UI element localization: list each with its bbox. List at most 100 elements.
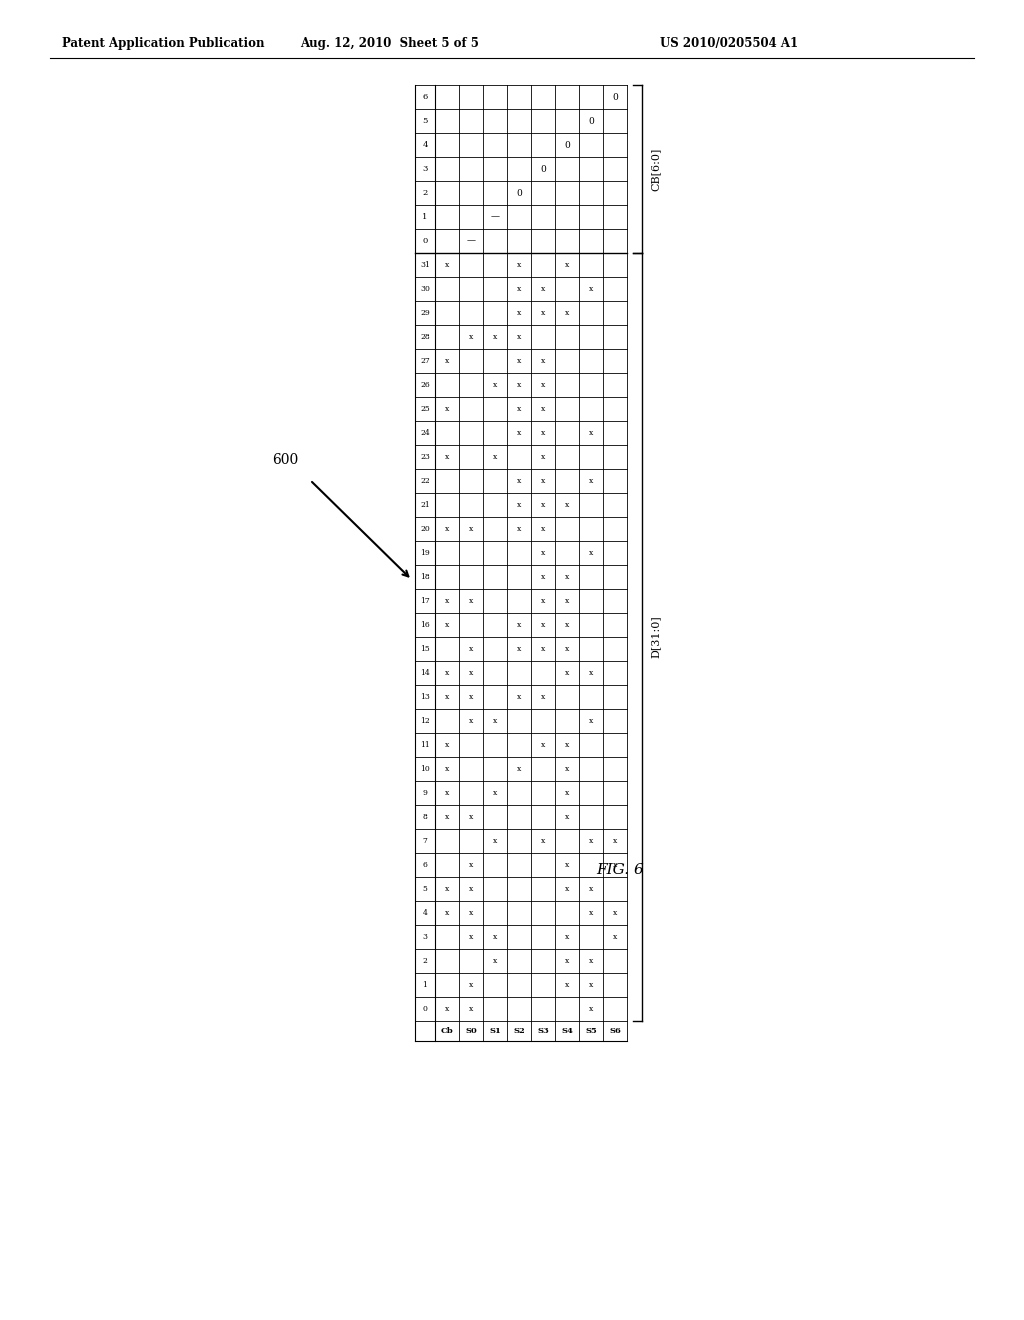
Text: 28: 28 [420, 333, 430, 341]
Text: x: x [565, 645, 569, 653]
Text: x: x [517, 693, 521, 701]
Text: 1: 1 [423, 981, 427, 989]
Text: x: x [444, 669, 450, 677]
Text: 3: 3 [422, 165, 428, 173]
Text: 9: 9 [423, 789, 427, 797]
Text: x: x [493, 837, 497, 845]
Text: FIG. 6: FIG. 6 [596, 863, 644, 876]
Text: x: x [541, 549, 545, 557]
Text: x: x [493, 957, 497, 965]
Text: x: x [589, 957, 593, 965]
Text: x: x [613, 909, 617, 917]
Text: x: x [493, 381, 497, 389]
Text: S6: S6 [609, 1027, 621, 1035]
Text: x: x [444, 261, 450, 269]
Text: x: x [541, 693, 545, 701]
Text: x: x [517, 333, 521, 341]
Text: 19: 19 [420, 549, 430, 557]
Text: x: x [613, 933, 617, 941]
Text: x: x [541, 620, 545, 630]
Text: x: x [517, 309, 521, 317]
Text: 21: 21 [420, 502, 430, 510]
Text: x: x [565, 766, 569, 774]
Text: 23: 23 [420, 453, 430, 461]
Text: 2: 2 [422, 189, 428, 197]
Text: 26: 26 [420, 381, 430, 389]
Text: x: x [469, 884, 473, 894]
Text: x: x [444, 525, 450, 533]
Text: x: x [565, 573, 569, 581]
Text: x: x [444, 909, 450, 917]
Text: 25: 25 [420, 405, 430, 413]
Text: x: x [469, 645, 473, 653]
Text: S5: S5 [585, 1027, 597, 1035]
Text: x: x [469, 909, 473, 917]
Text: 14: 14 [420, 669, 430, 677]
Text: x: x [589, 837, 593, 845]
Text: x: x [565, 813, 569, 821]
Text: 10: 10 [420, 766, 430, 774]
Text: x: x [444, 597, 450, 605]
Text: x: x [444, 813, 450, 821]
Text: x: x [469, 933, 473, 941]
Text: 7: 7 [423, 837, 427, 845]
Text: x: x [517, 525, 521, 533]
Text: x: x [541, 381, 545, 389]
Text: x: x [541, 477, 545, 484]
Text: x: x [444, 620, 450, 630]
Text: x: x [469, 861, 473, 869]
Text: —: — [467, 236, 475, 246]
Text: x: x [469, 597, 473, 605]
Text: x: x [469, 717, 473, 725]
Text: 6: 6 [422, 92, 428, 102]
Text: x: x [589, 549, 593, 557]
Text: x: x [565, 597, 569, 605]
Text: Cb: Cb [440, 1027, 454, 1035]
Text: x: x [541, 285, 545, 293]
Text: 600: 600 [272, 453, 298, 467]
Text: 0: 0 [564, 140, 570, 149]
Text: 1: 1 [422, 213, 428, 220]
Text: x: x [517, 502, 521, 510]
Text: 0: 0 [588, 116, 594, 125]
Text: 17: 17 [420, 597, 430, 605]
Text: x: x [493, 789, 497, 797]
Text: x: x [493, 333, 497, 341]
Text: x: x [613, 861, 617, 869]
Text: x: x [517, 477, 521, 484]
Text: 31: 31 [420, 261, 430, 269]
Text: x: x [589, 717, 593, 725]
Text: 22: 22 [420, 477, 430, 484]
Text: x: x [469, 525, 473, 533]
Text: x: x [589, 981, 593, 989]
Text: x: x [493, 453, 497, 461]
Text: x: x [589, 285, 593, 293]
Text: x: x [565, 957, 569, 965]
Text: x: x [565, 981, 569, 989]
Text: 30: 30 [420, 285, 430, 293]
Text: 0: 0 [423, 1005, 427, 1012]
Text: D[31:0]: D[31:0] [651, 615, 662, 659]
Text: x: x [589, 429, 593, 437]
Text: x: x [444, 766, 450, 774]
Text: x: x [469, 693, 473, 701]
Text: 12: 12 [420, 717, 430, 725]
Text: x: x [517, 381, 521, 389]
Text: 24: 24 [420, 429, 430, 437]
Text: x: x [541, 573, 545, 581]
Text: x: x [444, 741, 450, 748]
Text: x: x [444, 884, 450, 894]
Text: x: x [517, 356, 521, 366]
Text: x: x [517, 766, 521, 774]
Text: 3: 3 [423, 933, 427, 941]
Text: x: x [565, 502, 569, 510]
Text: x: x [469, 669, 473, 677]
Text: 4: 4 [422, 141, 428, 149]
Text: 5: 5 [422, 117, 428, 125]
Text: 18: 18 [420, 573, 430, 581]
Text: S0: S0 [465, 1027, 477, 1035]
Text: x: x [541, 453, 545, 461]
Text: x: x [517, 645, 521, 653]
Text: 16: 16 [420, 620, 430, 630]
Text: x: x [444, 356, 450, 366]
